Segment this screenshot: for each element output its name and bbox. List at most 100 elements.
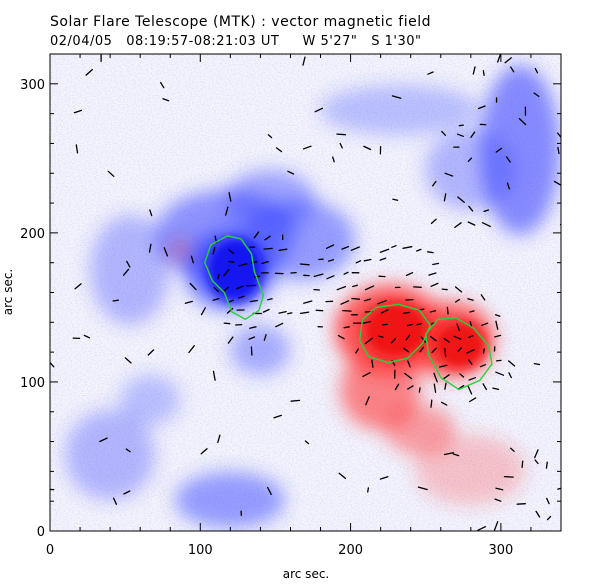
field-vector — [248, 336, 256, 340]
field-vector — [468, 377, 477, 381]
field-vector — [212, 297, 220, 301]
field-vector — [125, 448, 131, 453]
field-vector — [545, 461, 548, 469]
field-vector — [355, 348, 359, 354]
field-vector — [495, 359, 502, 362]
field-vector — [483, 209, 490, 213]
field-vector — [477, 105, 486, 110]
field-vector — [482, 69, 485, 77]
field-vector — [427, 251, 434, 254]
field-vector — [438, 364, 448, 368]
field-vector — [326, 275, 335, 280]
field-vector — [363, 145, 372, 151]
field-vector — [314, 107, 324, 113]
field-vector — [495, 487, 504, 491]
field-vector — [481, 322, 489, 326]
x-axis-label: arc sec. — [283, 567, 329, 581]
field-vector — [217, 434, 221, 444]
field-vector — [497, 54, 502, 63]
field-vector — [147, 349, 155, 356]
x-tick-label: 0 — [46, 543, 54, 558]
field-vector — [362, 320, 372, 324]
field-vector — [534, 449, 539, 459]
field-vector — [227, 299, 234, 303]
y-axis: 0 100 200 300 — [20, 78, 561, 540]
field-vector — [557, 146, 560, 155]
field-vector — [313, 273, 324, 278]
field-vector — [453, 335, 462, 340]
field-vector — [124, 357, 132, 364]
field-vector — [446, 306, 449, 315]
field-vector — [440, 401, 448, 406]
field-vector — [304, 440, 310, 445]
field-vector — [99, 437, 108, 443]
field-vector — [390, 337, 397, 344]
field-vector — [506, 182, 510, 190]
field-vector — [236, 285, 244, 290]
field-vector — [250, 346, 253, 356]
field-vector — [492, 387, 500, 391]
field-vector — [432, 262, 440, 266]
field-vector — [73, 109, 83, 114]
field-vector — [74, 283, 82, 290]
field-vector — [325, 244, 335, 249]
field-vector — [377, 300, 387, 305]
field-vector — [371, 359, 374, 368]
field-vector — [337, 334, 345, 340]
chart-subtitle: 02/04/05 08:19:57-08:21:03 UT W 5'27" S … — [50, 34, 422, 49]
field-vector — [253, 275, 261, 278]
field-vector — [407, 385, 414, 390]
field-vector — [433, 383, 437, 393]
field-vector — [380, 309, 389, 314]
field-vector — [458, 124, 464, 127]
field-vector — [267, 486, 272, 496]
field-vector — [467, 221, 476, 226]
field-vector — [402, 246, 413, 249]
field-vector — [162, 98, 170, 102]
field-vector — [557, 132, 561, 139]
field-vector — [452, 453, 460, 457]
field-vector — [480, 294, 486, 301]
field-vector — [420, 336, 426, 343]
field-vector — [303, 300, 313, 304]
field-vector — [518, 117, 527, 126]
field-vector — [287, 312, 293, 315]
field-vector — [363, 258, 372, 262]
field-vector — [343, 271, 349, 275]
field-vector — [467, 298, 474, 301]
field-vector — [546, 497, 550, 505]
field-vector — [112, 497, 118, 505]
field-vector — [364, 337, 373, 345]
field-vector — [546, 515, 552, 521]
field-vector — [343, 326, 350, 329]
field-vector — [223, 286, 229, 292]
field-vector — [225, 206, 229, 216]
field-vector — [472, 66, 476, 75]
field-vector — [262, 308, 270, 313]
field-vector — [249, 326, 257, 329]
field-vector — [275, 147, 283, 153]
field-vector — [504, 57, 512, 64]
field-vector — [534, 67, 539, 74]
field-vectors — [50, 54, 561, 531]
field-vector — [378, 335, 384, 338]
field-vector — [379, 248, 390, 253]
field-vector — [493, 521, 499, 531]
field-vector — [454, 286, 463, 293]
field-vector — [430, 218, 437, 225]
field-vector — [468, 335, 474, 339]
y-tick-label: 300 — [20, 78, 45, 93]
field-vector — [431, 347, 437, 354]
field-vector — [467, 157, 473, 162]
field-vector — [494, 314, 501, 317]
field-vector — [336, 133, 347, 136]
field-vector — [443, 338, 450, 343]
field-vector — [85, 68, 93, 76]
field-vector — [213, 287, 219, 293]
field-vector — [249, 299, 258, 303]
chart-title: Solar Flare Telescope (MTK) : vector mag… — [50, 14, 431, 30]
field-vector — [75, 144, 79, 154]
field-vector — [533, 362, 541, 366]
field-vector — [557, 487, 561, 490]
